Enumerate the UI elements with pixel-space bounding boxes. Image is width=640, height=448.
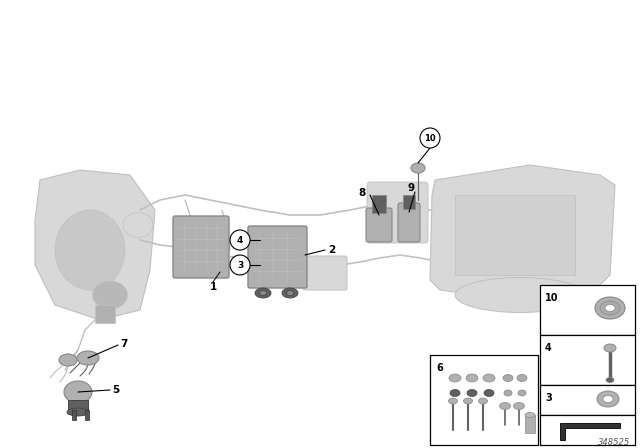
Polygon shape xyxy=(35,170,155,320)
Ellipse shape xyxy=(597,391,619,407)
Bar xyxy=(72,410,76,420)
Bar xyxy=(95,305,115,323)
Circle shape xyxy=(420,128,440,148)
Ellipse shape xyxy=(450,389,460,396)
Ellipse shape xyxy=(259,290,266,296)
Text: 5: 5 xyxy=(112,385,119,395)
FancyBboxPatch shape xyxy=(366,208,392,242)
Ellipse shape xyxy=(449,398,458,404)
Bar xyxy=(85,410,89,420)
Text: 6: 6 xyxy=(436,363,443,373)
Text: 348525: 348525 xyxy=(598,438,630,447)
Ellipse shape xyxy=(255,288,271,298)
Bar xyxy=(540,415,635,445)
FancyBboxPatch shape xyxy=(398,203,420,242)
Text: 3: 3 xyxy=(237,260,243,270)
Bar xyxy=(455,195,575,275)
Ellipse shape xyxy=(77,351,99,365)
Bar xyxy=(403,195,415,209)
Ellipse shape xyxy=(600,301,620,315)
Text: 7: 7 xyxy=(120,339,127,349)
Ellipse shape xyxy=(504,390,512,396)
Bar xyxy=(68,400,88,414)
Ellipse shape xyxy=(455,277,585,313)
Ellipse shape xyxy=(55,210,125,290)
Circle shape xyxy=(230,255,250,275)
Ellipse shape xyxy=(282,288,298,298)
Ellipse shape xyxy=(513,402,525,409)
Bar xyxy=(540,385,635,415)
Ellipse shape xyxy=(499,402,511,409)
Bar xyxy=(540,335,635,385)
FancyBboxPatch shape xyxy=(367,182,428,243)
Ellipse shape xyxy=(605,305,615,311)
Ellipse shape xyxy=(604,344,616,352)
Ellipse shape xyxy=(449,374,461,382)
Ellipse shape xyxy=(467,389,477,396)
Text: 3: 3 xyxy=(545,393,552,403)
Ellipse shape xyxy=(518,390,526,396)
Bar xyxy=(430,355,538,445)
FancyBboxPatch shape xyxy=(303,256,347,290)
Ellipse shape xyxy=(67,408,89,416)
Text: 10: 10 xyxy=(545,293,559,303)
Polygon shape xyxy=(430,165,615,300)
Ellipse shape xyxy=(466,374,478,382)
Ellipse shape xyxy=(517,375,527,382)
Ellipse shape xyxy=(123,212,153,237)
Ellipse shape xyxy=(606,378,614,383)
Ellipse shape xyxy=(503,375,513,382)
Circle shape xyxy=(230,230,250,250)
Text: 10: 10 xyxy=(424,134,436,142)
Ellipse shape xyxy=(411,163,425,173)
Text: 4: 4 xyxy=(545,343,552,353)
Ellipse shape xyxy=(59,354,77,366)
Ellipse shape xyxy=(93,281,127,309)
Ellipse shape xyxy=(603,396,613,402)
Bar xyxy=(540,285,635,335)
Ellipse shape xyxy=(463,398,472,404)
Ellipse shape xyxy=(484,389,494,396)
Bar xyxy=(372,195,386,213)
Text: 4: 4 xyxy=(237,236,243,245)
Polygon shape xyxy=(560,423,620,440)
Bar xyxy=(525,415,535,433)
FancyBboxPatch shape xyxy=(248,226,307,288)
Text: 2: 2 xyxy=(328,245,335,255)
Text: 1: 1 xyxy=(210,282,217,292)
Text: 9: 9 xyxy=(408,183,415,193)
Ellipse shape xyxy=(483,374,495,382)
Ellipse shape xyxy=(479,398,488,404)
FancyBboxPatch shape xyxy=(173,216,229,278)
Text: 8: 8 xyxy=(358,188,365,198)
Ellipse shape xyxy=(64,381,92,403)
Ellipse shape xyxy=(287,290,294,296)
Ellipse shape xyxy=(595,297,625,319)
Ellipse shape xyxy=(525,413,535,418)
